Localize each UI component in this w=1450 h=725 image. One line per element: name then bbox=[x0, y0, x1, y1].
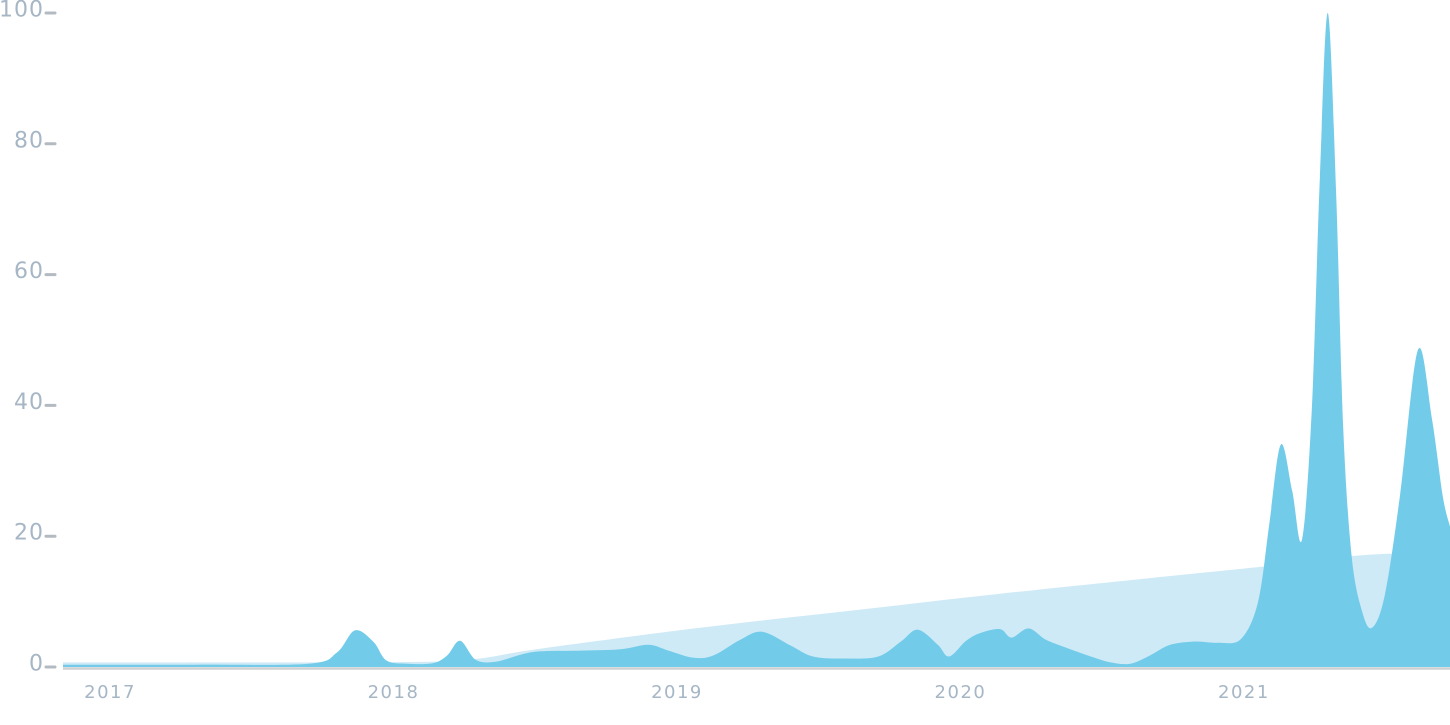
x-tick-label: 2017 bbox=[84, 682, 136, 703]
y-tick-label: 100 bbox=[0, 0, 44, 23]
x-axis: 2017 2018 2019 2020 2021 bbox=[84, 682, 1270, 703]
spiky-area bbox=[63, 12, 1450, 667]
y-axis: 0 20 40 60 80 100 bbox=[0, 0, 57, 677]
y-tick-label: 0 bbox=[29, 652, 44, 677]
y-tick-label: 60 bbox=[14, 259, 44, 284]
x-tick-label: 2019 bbox=[651, 682, 703, 703]
y-tick-label: 80 bbox=[14, 128, 44, 153]
chart-areas bbox=[63, 12, 1450, 667]
y-tick-label: 40 bbox=[14, 390, 44, 415]
y-tick-label: 20 bbox=[14, 521, 44, 546]
x-tick-label: 2018 bbox=[368, 682, 420, 703]
smooth-baseline-area bbox=[63, 552, 1450, 667]
x-tick-label: 2020 bbox=[935, 682, 987, 703]
x-tick-label: 2021 bbox=[1218, 682, 1270, 703]
